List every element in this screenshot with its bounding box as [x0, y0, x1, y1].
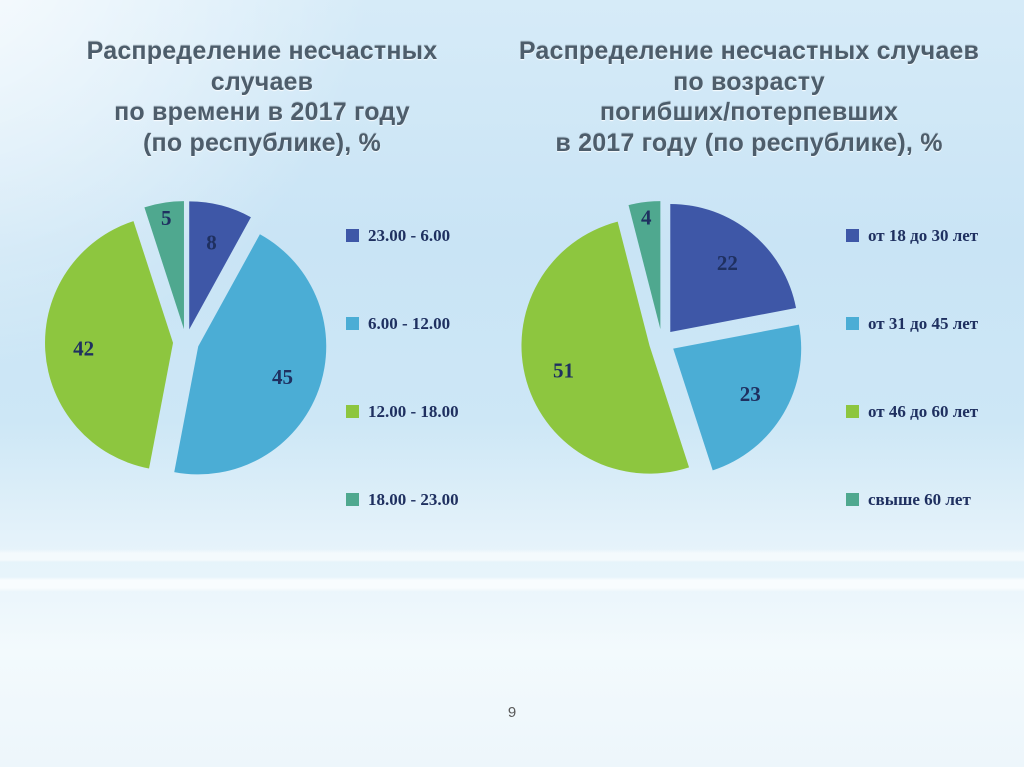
chart-body: 8 45 42 5 23.00 - 6.00 6.00 - 12.00 12.00 -… — [36, 192, 488, 510]
pie-slice-0 — [189, 201, 251, 330]
age-distribution-chart: Распределение несчастных случаев по возр… — [500, 36, 998, 510]
legend-label: от 46 до 60 лет — [868, 402, 979, 421]
slice-value-label: 4 — [641, 205, 652, 229]
legend-label: 23.00 - 6.00 — [368, 226, 451, 245]
legend-label: свыше 60 лет — [868, 490, 971, 509]
pie-slice-1 — [673, 324, 802, 471]
slice-value-label: 22 — [717, 251, 738, 275]
legend-swatch — [346, 317, 359, 330]
pie-slice-3 — [144, 201, 184, 330]
legend-label: от 31 до 45 лет — [868, 314, 979, 333]
legend-swatch — [346, 405, 359, 418]
pie-chart-svg: 8 45 42 5 — [45, 201, 327, 475]
pie-slice-1 — [174, 234, 327, 475]
legend-label: 12.00 - 18.00 — [368, 402, 459, 421]
slice-value-label: 51 — [553, 359, 574, 383]
legend-label: от 18 до 30 лет — [868, 226, 979, 245]
slice-value-label: 45 — [272, 365, 293, 389]
legend-item: 12.00 - 18.00 — [346, 402, 488, 422]
pie-slice-0 — [670, 203, 797, 332]
legend-item: 6.00 - 12.00 — [346, 314, 488, 334]
legend-item: свыше 60 лет — [846, 490, 998, 510]
legend: 23.00 - 6.00 6.00 - 12.00 12.00 - 18.00 … — [346, 192, 488, 510]
pie-slice-2 — [521, 221, 690, 474]
slice-value-label: 42 — [73, 336, 94, 360]
legend-swatch — [346, 229, 359, 242]
page-number: 9 — [507, 704, 517, 721]
chart-title: Распределение несчастных случаев по врем… — [86, 37, 438, 157]
legend-swatch — [346, 493, 359, 506]
legend-label: 18.00 - 23.00 — [368, 490, 459, 509]
legend-item: 23.00 - 6.00 — [346, 226, 488, 246]
legend-item: от 31 до 45 лет — [846, 314, 998, 334]
pie-slice-3 — [628, 201, 661, 330]
time-distribution-chart: Распределение несчастных случаев по врем… — [36, 36, 488, 510]
chart-title: Распределение несчастных случаев по возр… — [518, 37, 980, 157]
legend-swatch — [846, 229, 859, 242]
legend-swatch — [846, 317, 859, 330]
chart-body: 22 23 51 4 от 18 до 30 лет от 31 до 45 лет … — [500, 192, 998, 510]
legend-label: 6.00 - 12.00 — [368, 314, 451, 333]
slice-value-label: 23 — [740, 382, 761, 406]
pie-chart-svg: 22 23 51 4 — [521, 201, 802, 474]
slice-value-label: 5 — [161, 206, 172, 230]
legend-item: от 46 до 60 лет — [846, 402, 998, 422]
legend: от 18 до 30 лет от 31 до 45 лет от 46 до… — [846, 192, 998, 510]
slice-value-label: 8 — [206, 231, 217, 255]
pie-slice-2 — [45, 221, 174, 469]
legend-swatch — [846, 405, 859, 418]
legend-item: 18.00 - 23.00 — [346, 490, 488, 510]
legend-swatch — [846, 493, 859, 506]
legend-item: от 18 до 30 лет — [846, 226, 998, 246]
